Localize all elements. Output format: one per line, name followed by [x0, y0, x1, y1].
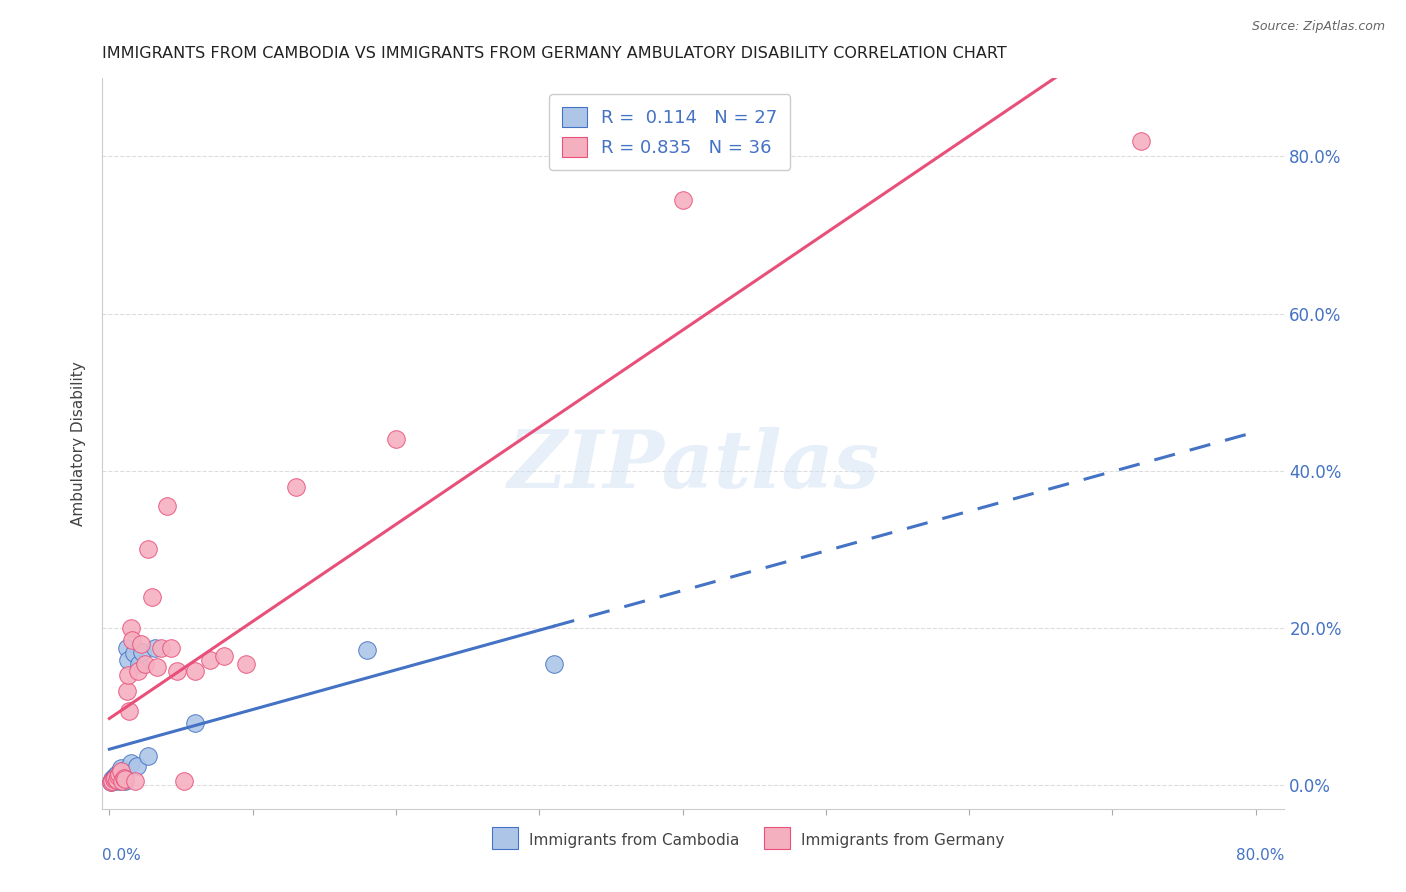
Point	[107, 769, 129, 783]
Point	[107, 771, 129, 785]
Point	[105, 772, 128, 787]
Y-axis label: Ambulatory Disability: Ambulatory Disability	[72, 361, 86, 525]
Point	[111, 764, 134, 779]
Point	[101, 772, 124, 786]
Point	[110, 764, 132, 779]
Point	[184, 715, 207, 730]
Point	[166, 665, 188, 679]
Point	[117, 668, 139, 682]
Point	[136, 542, 159, 557]
Point	[136, 748, 159, 763]
Point	[110, 761, 132, 775]
Point	[129, 637, 152, 651]
Point	[101, 773, 124, 788]
Point	[173, 774, 195, 789]
Point	[108, 766, 131, 780]
Point	[198, 652, 221, 666]
Point	[103, 772, 125, 786]
Point	[100, 775, 122, 789]
Point	[120, 621, 142, 635]
Point	[105, 772, 128, 786]
Point	[184, 665, 207, 679]
Point	[104, 769, 127, 783]
Point	[160, 640, 183, 655]
Point	[100, 775, 122, 789]
Point	[145, 660, 167, 674]
Point	[105, 766, 128, 780]
Point	[118, 704, 141, 718]
Point	[121, 632, 143, 647]
Point	[131, 645, 153, 659]
Point	[1130, 134, 1153, 148]
Point	[127, 665, 149, 679]
Text: 0.0%: 0.0%	[103, 848, 141, 863]
Point	[125, 758, 148, 772]
Point	[114, 774, 136, 789]
Point	[284, 479, 307, 493]
Point	[115, 640, 138, 655]
Point	[114, 772, 136, 786]
Point	[543, 657, 565, 672]
Text: IMMIGRANTS FROM CAMBODIA VS IMMIGRANTS FROM GERMANY AMBULATORY DISABILITY CORREL: IMMIGRANTS FROM CAMBODIA VS IMMIGRANTS F…	[103, 46, 1007, 62]
Point	[235, 657, 257, 671]
Text: ZIPatlas: ZIPatlas	[508, 426, 879, 504]
Point	[101, 773, 124, 788]
Point	[356, 643, 378, 657]
Point	[104, 771, 127, 785]
Point	[115, 684, 138, 698]
Text: 80.0%: 80.0%	[1236, 848, 1285, 863]
Point	[122, 646, 145, 660]
Point	[103, 771, 125, 785]
Point	[671, 193, 693, 207]
Point	[124, 774, 146, 789]
Point	[117, 652, 139, 666]
Text: Immigrants from Germany: Immigrants from Germany	[801, 833, 1004, 847]
Point	[156, 500, 179, 514]
Point	[128, 657, 150, 671]
Point	[104, 772, 127, 787]
Point	[112, 766, 135, 780]
Text: Source: ZipAtlas.com: Source: ZipAtlas.com	[1251, 20, 1385, 33]
Point	[141, 590, 163, 604]
Point	[103, 774, 125, 789]
Point	[385, 433, 408, 447]
Point	[212, 648, 235, 663]
Point	[149, 640, 172, 655]
Legend: R =  0.114   N = 27, R = 0.835   N = 36: R = 0.114 N = 27, R = 0.835 N = 36	[550, 94, 790, 170]
Text: Immigrants from Cambodia: Immigrants from Cambodia	[529, 833, 740, 847]
Point	[111, 774, 134, 789]
Point	[143, 640, 166, 655]
Point	[120, 756, 142, 771]
Point	[112, 771, 135, 785]
Point	[108, 773, 131, 788]
Point	[134, 657, 156, 671]
